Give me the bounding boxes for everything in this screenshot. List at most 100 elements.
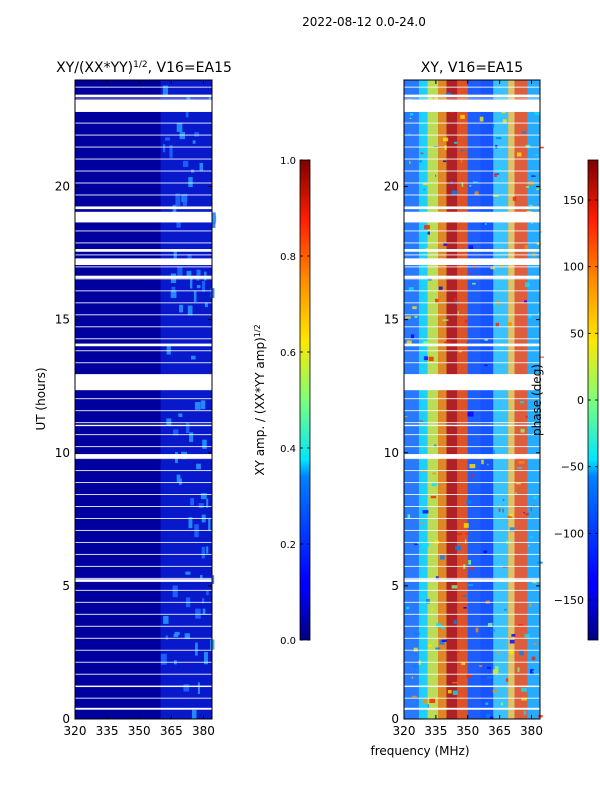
phase-y-tick-label: 15	[384, 313, 399, 327]
phase-y-tick-label: 5	[391, 579, 399, 593]
phase-data-gap	[404, 343, 540, 347]
phase-scan-line	[404, 482, 540, 484]
phase-scan-line	[404, 338, 540, 340]
phase-colorbar-tick-label: 150	[563, 194, 584, 207]
amp-scan-line	[75, 338, 212, 340]
amp-scan-line	[75, 230, 212, 232]
phase-y-tick-label: 0	[391, 712, 399, 726]
amp-scan-line	[75, 422, 212, 424]
amp-scan-line	[75, 362, 212, 364]
amp-ratio-panel: XY/(XX*YY)1/2, V16=EA15 320 335 350 365 380 …	[34, 60, 232, 738]
amp-scan-line	[75, 637, 212, 639]
phase-scan-line	[404, 254, 540, 256]
amp-colorbar-label: XY amp. / (XX*YY amp)1/2	[253, 324, 268, 475]
amp-scan-line	[75, 86, 212, 88]
phase-scan-line	[404, 134, 540, 136]
phase-scan-line	[404, 362, 540, 364]
amp-heatmap-texture	[160, 80, 217, 720]
phase-data-gap	[404, 374, 540, 391]
phase-colorbar-ticks: −150 −100 −50 0 50 100 150	[554, 194, 598, 607]
phase-scan-line	[404, 422, 540, 424]
phase-data-gap	[404, 211, 540, 223]
phase-colorbar-tick-label: −100	[554, 527, 584, 540]
phase-scan-line	[404, 589, 540, 591]
amp-scan-line	[75, 529, 212, 531]
amp-scan-line	[75, 194, 212, 196]
amp-scan-line	[75, 649, 212, 651]
amp-scan-line	[75, 494, 212, 496]
amp-title-main: XY/(XX*YY)	[56, 60, 133, 76]
amp-y-tick-label: 10	[55, 446, 70, 460]
amp-scan-line	[75, 517, 212, 519]
amp-x-tick-label: 380	[192, 724, 215, 738]
amp-x-tick-label: 320	[64, 724, 87, 738]
phase-heatmap-gaps	[404, 86, 540, 710]
amp-y-tick-label: 0	[62, 712, 70, 726]
phase-data-gap	[404, 94, 540, 98]
amp-plot-frame	[74, 79, 213, 720]
phase-scan-line	[404, 278, 540, 280]
phase-scan-line	[404, 302, 540, 304]
phase-y-axis: 0 5 10 15 20	[384, 180, 540, 726]
amp-scan-line	[75, 398, 212, 400]
phase-scan-line	[404, 565, 540, 567]
amp-scan-line	[75, 589, 212, 591]
amp-x-axis: 320 335 350 365 380	[64, 80, 215, 738]
amp-scan-line	[75, 386, 212, 388]
amp-data-gap	[75, 249, 212, 252]
amp-scan-line	[75, 218, 212, 220]
phase-scan-line	[404, 506, 540, 507]
amp-scan-line	[75, 553, 212, 555]
amp-data-gap	[75, 211, 212, 223]
amp-scan-line	[75, 374, 212, 376]
amp-colorbar-tick-label: 0.2	[280, 540, 296, 551]
amp-scan-line	[75, 110, 212, 112]
amp-title-tail: , V16=EA15	[148, 60, 232, 76]
amp-colorbar-tick-label: 0.6	[280, 348, 296, 359]
phase-scan-line	[404, 230, 540, 232]
amp-data-gap	[75, 94, 212, 98]
phase-scan-line	[404, 86, 540, 88]
phase-scan-line	[404, 494, 540, 496]
phase-x-tick-label: 350	[456, 724, 479, 738]
amp-colorbar-tick-label: 0.0	[280, 636, 296, 647]
phase-scan-line	[404, 374, 540, 376]
phase-data-gap	[404, 275, 540, 279]
amp-scan-line	[75, 254, 212, 256]
phase-scan-line	[404, 541, 540, 543]
phase-colorbar-tick-label: −150	[554, 594, 584, 607]
phase-scan-line	[404, 517, 540, 519]
amp-data-gap	[75, 275, 212, 279]
amp-colorbar-tick-label: 0.4	[280, 444, 296, 455]
amp-data-gap	[75, 258, 212, 266]
amp-x-tick-label: 365	[160, 724, 183, 738]
amp-scan-line	[75, 290, 212, 292]
phase-scan-line	[404, 685, 540, 687]
amp-scan-line	[75, 326, 212, 328]
phase-panel: XY, V16=EA15 320 335 350 365 380 0 5 10 15 20	[384, 60, 545, 738]
phase-scan-line	[404, 613, 540, 615]
figure-suptitle: 2022-08-12 0.0-24.0	[302, 15, 426, 29]
amp-colorbar-gradient	[299, 159, 311, 641]
phase-scan-line	[404, 194, 540, 196]
phase-scan-line	[404, 98, 540, 100]
phase-colorbar-label: phase (deg)	[530, 364, 544, 436]
phase-scan-line	[404, 182, 540, 184]
amp-scan-line	[75, 625, 212, 627]
phase-data-gap	[404, 99, 540, 112]
amp-x-tick-label: 335	[96, 724, 119, 738]
amp-data-gap	[75, 707, 212, 710]
amp-scan-line	[75, 661, 212, 663]
amp-y-tick-label: 15	[55, 313, 70, 327]
amp-colorbar-label-main: XY amp. / (XX*YY amp)	[253, 337, 267, 475]
phase-colorbar: −150 −100 −50 0 50 100 150 phase (deg)	[530, 159, 599, 641]
amp-scan-line	[75, 170, 212, 172]
phase-scan-line	[404, 470, 540, 472]
phase-scan-line	[404, 110, 540, 112]
phase-scan-line	[404, 649, 540, 651]
phase-x-tick-label: 320	[393, 724, 416, 738]
amp-heatmap-gaps	[75, 86, 212, 710]
amp-scan-line	[75, 182, 212, 184]
amp-scan-line	[75, 278, 212, 280]
